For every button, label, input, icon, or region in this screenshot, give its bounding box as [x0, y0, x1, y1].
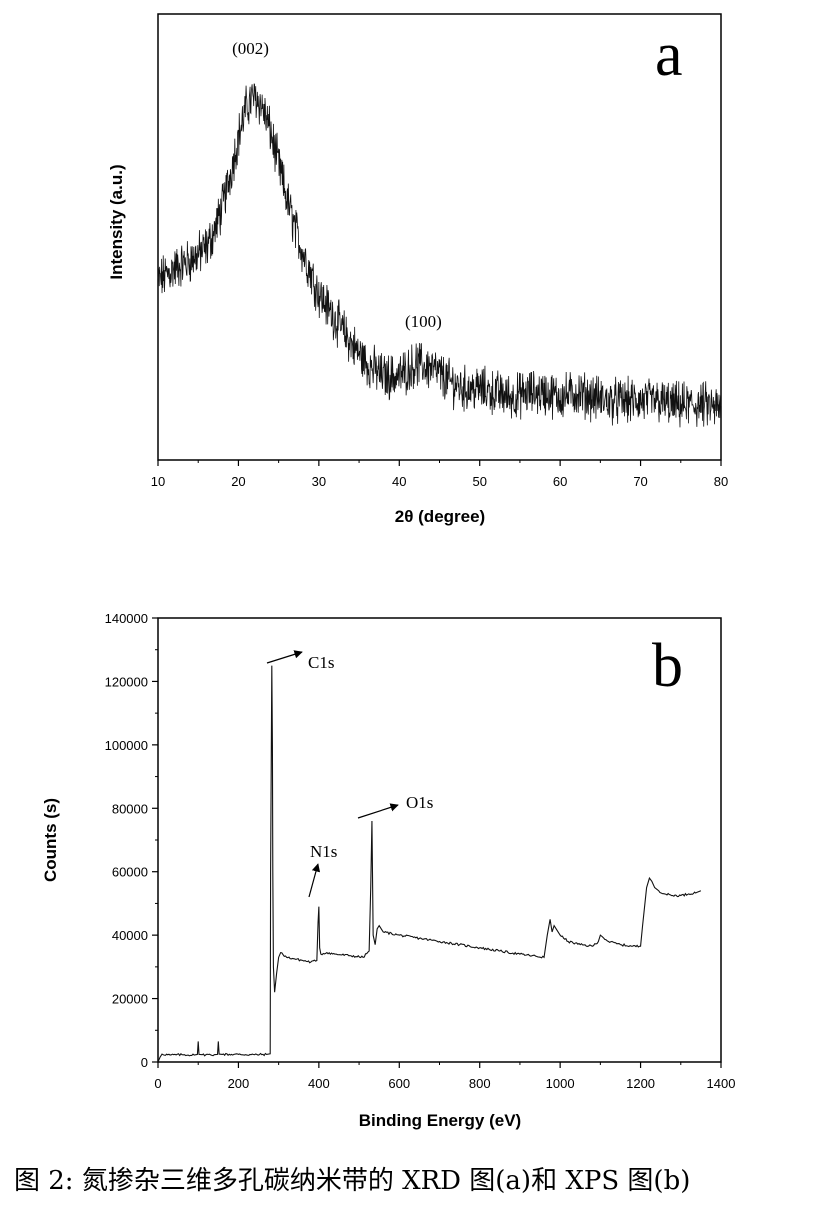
- panel-b-annotation-arrow: [308, 863, 321, 898]
- panel-b-annotation: C1s: [308, 653, 334, 672]
- figure-caption: 图 2: 氮掺杂三维多孔碳纳米带的 XRD 图(a)和 XPS 图(b): [14, 1166, 691, 1196]
- panel-b-y-tick-label: 80000: [112, 801, 148, 816]
- panel-b-y-tick-label: 60000: [112, 865, 148, 880]
- panel-b-xps-line: [157, 665, 702, 1063]
- panel-b-x-tick-label: 1000: [546, 1076, 575, 1091]
- panel-b-x-axis-label: Binding Energy (eV): [359, 1111, 521, 1130]
- panel-b-x-tick-label: 0: [154, 1076, 161, 1091]
- panel-a-x-tick-label: 40: [392, 474, 406, 489]
- panel-a-x-tick-label: 10: [151, 474, 165, 489]
- panel-a-annotation: (002): [232, 39, 269, 58]
- panel-a-x-tick-label: 70: [633, 474, 647, 489]
- panel-a-annotation: (100): [405, 312, 442, 331]
- panel-b-y-tick-label: 140000: [105, 611, 148, 626]
- panel-b-annotation: N1s: [310, 842, 337, 861]
- figure: 10 20 30 40 50 60 70 80 (002) (100) a 2θ (degree…: [41, 13, 735, 1130]
- panel-b-series-group: [157, 665, 702, 1063]
- panel-b-y-tick-label: 40000: [112, 928, 148, 943]
- panel-b-annotation-arrow: [266, 650, 303, 664]
- panel-a-x-tick-label: 20: [231, 474, 245, 489]
- panel-a-frame: [157, 13, 722, 461]
- panel-b-x-tick-label: 400: [308, 1076, 330, 1091]
- panel-b-xps-chart: 0 200 400 600 800 1000 1200 1400 0 20000 40000 600…: [41, 611, 735, 1130]
- panel-a-annotations: (002) (100): [232, 39, 442, 331]
- panel-b-y-tick-label: 100000: [105, 738, 148, 753]
- panel-b-x-tick-label: 200: [228, 1076, 250, 1091]
- panel-b-annotation: O1s: [406, 793, 433, 812]
- panel-a-letter: a: [655, 21, 683, 89]
- panel-a-xrd-line: [157, 83, 722, 428]
- panel-b-letter: b: [652, 632, 683, 700]
- panel-b-x-tick-label: 1200: [626, 1076, 655, 1091]
- panel-b-x-tick-label: 800: [469, 1076, 491, 1091]
- panel-b-y-ticks: 0 20000 40000 60000 80000 100000 120000 140000: [105, 611, 158, 1070]
- panel-b-annotations: C1s N1s O1s: [266, 650, 433, 898]
- panel-a-y-axis-label: Intensity (a.u.): [107, 164, 126, 279]
- panel-b-x-tick-label: 1400: [707, 1076, 736, 1091]
- panel-a-x-tick-label: 80: [714, 474, 728, 489]
- panel-b-x-tick-label: 600: [388, 1076, 410, 1091]
- panel-b-x-ticks: 0 200 400 600 800 1000 1200 1400: [154, 1062, 735, 1091]
- panel-a-x-tick-label: 30: [312, 474, 326, 489]
- panel-a-x-tick-label: 50: [472, 474, 486, 489]
- panel-b-y-tick-label: 120000: [105, 674, 148, 689]
- panel-a-series-group: [157, 83, 722, 428]
- panel-a-xrd-chart: 10 20 30 40 50 60 70 80 (002) (100) a 2θ (degree…: [107, 13, 728, 526]
- panel-a-x-ticks: 10 20 30 40 50 60 70 80: [151, 460, 728, 489]
- panel-b-y-tick-label: 0: [141, 1055, 148, 1070]
- panel-b-annotation-arrow: [357, 803, 399, 819]
- panel-a-x-axis-label: 2θ (degree): [395, 507, 485, 526]
- panel-a-x-tick-label: 60: [553, 474, 567, 489]
- panel-b-frame: [157, 617, 722, 1063]
- panel-b-y-tick-label: 20000: [112, 992, 148, 1007]
- panel-b-y-axis-label: Counts (s): [41, 798, 60, 882]
